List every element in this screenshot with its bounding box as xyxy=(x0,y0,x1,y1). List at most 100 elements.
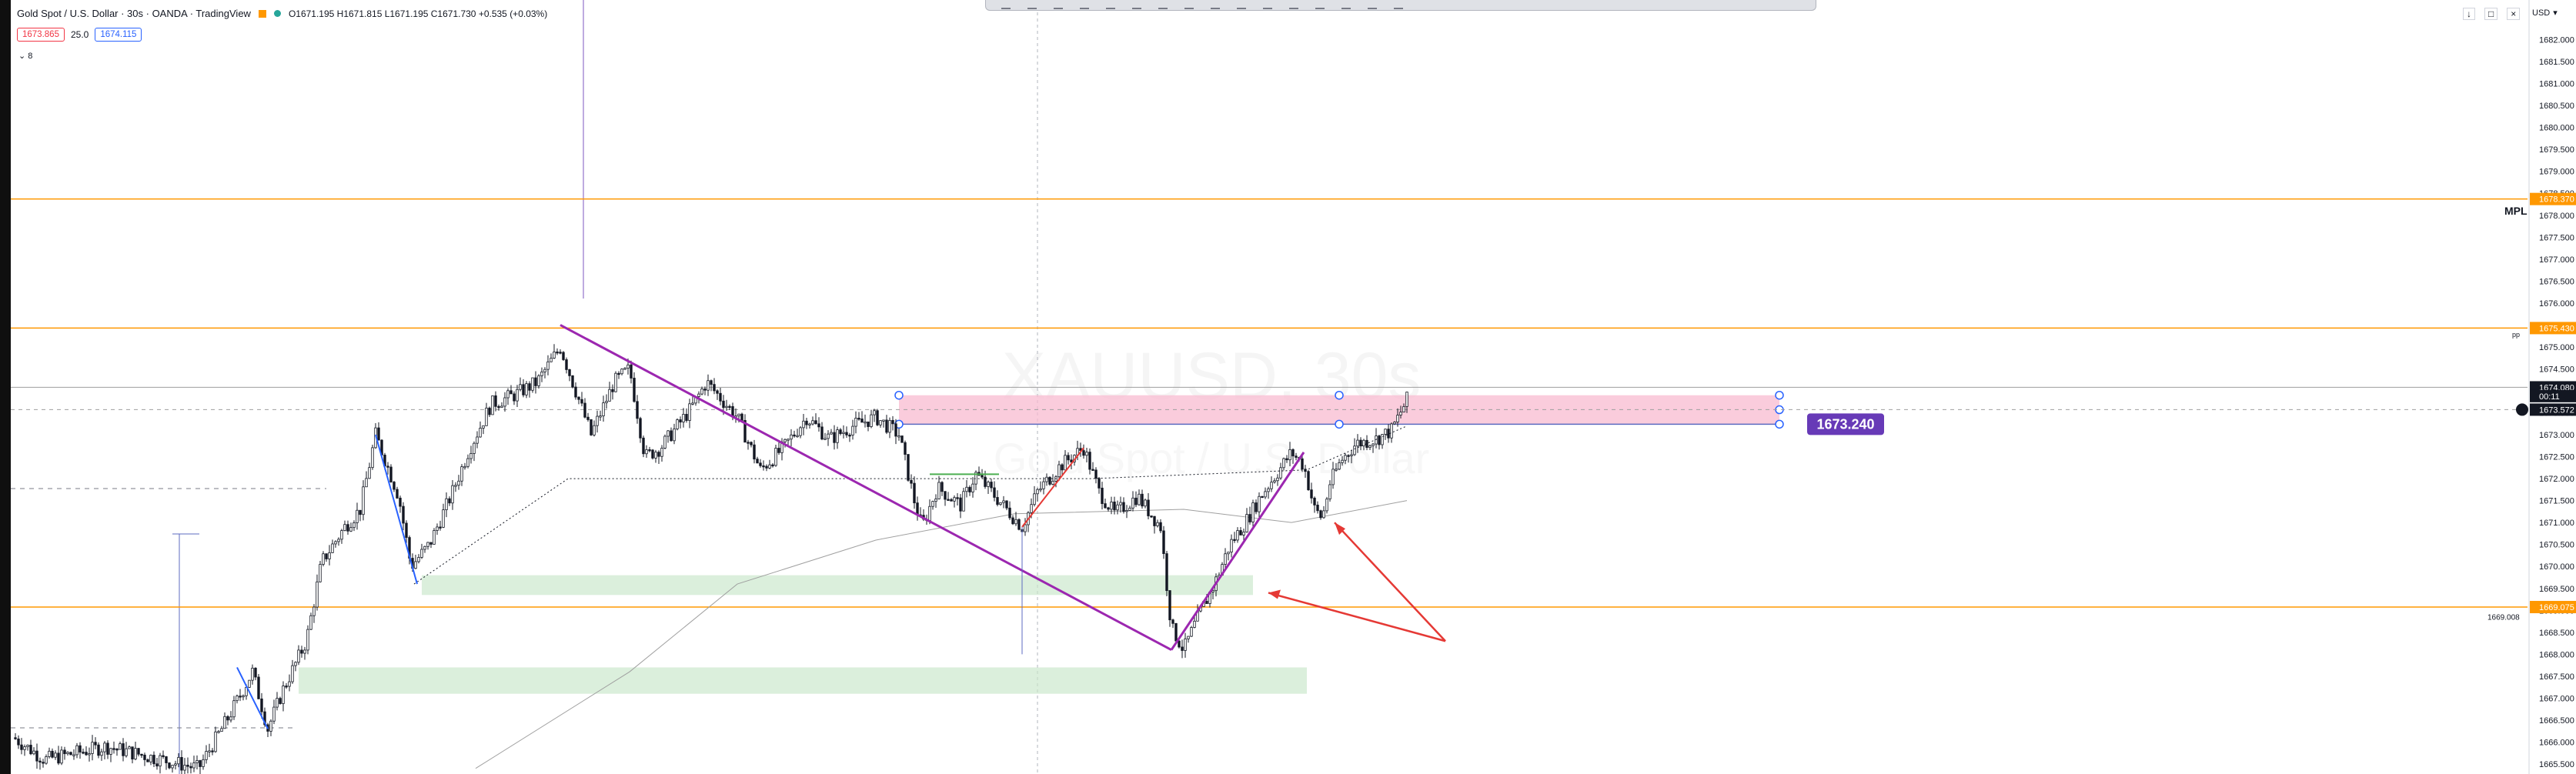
candle-body xyxy=(1205,601,1208,604)
tool-icon[interactable] xyxy=(1315,2,1325,9)
tool-icon[interactable] xyxy=(1368,2,1377,9)
demand-zone[interactable] xyxy=(422,575,1253,596)
restore-icon[interactable]: □ xyxy=(2484,8,2498,20)
pp-label: pp xyxy=(2512,331,2520,339)
candle-body xyxy=(703,389,707,391)
settings-icon[interactable] xyxy=(2516,403,2528,416)
candle-body xyxy=(519,384,522,390)
candle-body xyxy=(396,489,399,499)
candle-body xyxy=(623,368,626,370)
buy-button[interactable]: 1674.115 xyxy=(95,28,142,42)
candle-body xyxy=(473,442,476,454)
symbol-title[interactable]: Gold Spot / U.S. Dollar · 30s · OANDA · … xyxy=(17,8,251,19)
candle-body xyxy=(168,762,171,769)
zone-handle[interactable] xyxy=(1775,419,1784,429)
candle-body xyxy=(32,750,35,755)
candle-body xyxy=(97,744,100,756)
tool-icon[interactable] xyxy=(1027,2,1037,9)
candle-body xyxy=(100,751,103,756)
arrow-line[interactable] xyxy=(1268,592,1446,642)
candle-body xyxy=(1002,500,1005,503)
candle-body xyxy=(824,438,827,440)
candle-body xyxy=(528,383,531,391)
annotation-arrow[interactable] xyxy=(1268,522,1446,642)
level-value-label: 1669.008 xyxy=(2487,613,2520,622)
tool-icon[interactable] xyxy=(1237,2,1246,9)
tool-icon[interactable] xyxy=(1106,2,1115,9)
trend-line[interactable] xyxy=(1021,447,1084,528)
y-tick-label: 1681.500 xyxy=(2539,58,2574,67)
currency-selector[interactable]: USD ▾ xyxy=(2532,8,2558,18)
candle-body xyxy=(1147,499,1150,516)
candle-body xyxy=(765,465,768,469)
candle-body xyxy=(229,716,232,721)
candle-body xyxy=(1236,530,1239,541)
candle-body xyxy=(916,502,919,515)
trend-line[interactable] xyxy=(1170,452,1305,651)
candle-body xyxy=(279,698,282,704)
trend-line[interactable] xyxy=(560,324,1172,651)
candle-body xyxy=(620,369,623,375)
candle-body xyxy=(362,486,365,515)
drawing-toolbar[interactable] xyxy=(985,0,1816,11)
tool-icon[interactable] xyxy=(1054,2,1063,9)
candle-body xyxy=(309,615,312,630)
tool-icon[interactable] xyxy=(1132,2,1141,9)
arrow-down-icon[interactable]: ↓ xyxy=(2463,8,2475,20)
candle-body xyxy=(334,541,337,545)
candle-body xyxy=(1273,480,1276,483)
tool-icon[interactable] xyxy=(1001,2,1011,9)
price-axis[interactable]: 1665.500 1666.000 1666.500 1667.000 1667.500… xyxy=(2487,0,2576,774)
demand-zone[interactable] xyxy=(299,667,1307,694)
arrow-head xyxy=(1268,589,1281,599)
candle-body xyxy=(414,561,417,569)
zone-handle[interactable] xyxy=(1335,419,1344,429)
candle-body xyxy=(836,429,839,443)
candle-body xyxy=(48,750,51,757)
candle-body xyxy=(1178,640,1181,648)
candle-body xyxy=(352,522,356,529)
candle-body xyxy=(1030,504,1033,513)
close-icon[interactable]: × xyxy=(2507,8,2521,20)
zone-handle[interactable] xyxy=(894,390,904,400)
tool-icon[interactable] xyxy=(1394,2,1403,9)
candle-body xyxy=(1036,489,1039,495)
tool-icon[interactable] xyxy=(1211,2,1220,9)
y-tick-label: 1676.500 xyxy=(2539,277,2574,286)
candle-body xyxy=(1051,480,1054,485)
candle-body xyxy=(897,435,900,438)
candle-body xyxy=(1104,503,1107,509)
candle-body xyxy=(436,526,439,531)
trend-line[interactable] xyxy=(375,434,418,585)
tool-icon[interactable] xyxy=(1263,2,1272,9)
arrow-line[interactable] xyxy=(1334,522,1446,642)
candle-body xyxy=(1405,392,1408,407)
candle-body xyxy=(356,509,359,523)
zone-handle[interactable] xyxy=(1335,390,1344,400)
sell-button[interactable]: 1673.865 xyxy=(17,28,65,42)
price-label: 1675.430 xyxy=(2539,324,2574,333)
candle-body xyxy=(1088,452,1091,470)
candle-body xyxy=(793,434,796,437)
candle-body xyxy=(719,392,722,402)
y-tick-label: 1673.000 xyxy=(2539,431,2574,440)
zone-handle[interactable] xyxy=(1775,390,1784,400)
tool-icon[interactable] xyxy=(1080,2,1089,9)
trend-line[interactable] xyxy=(236,667,269,729)
tool-icon[interactable] xyxy=(1289,2,1298,9)
price-chart[interactable]: XAUUSD, 30s Gold Spot / U.S. Dollar 1673… xyxy=(11,0,2576,774)
candle-body xyxy=(657,452,660,457)
candle-body xyxy=(1082,450,1085,456)
tool-icon[interactable] xyxy=(1158,2,1168,9)
candle-body xyxy=(1375,435,1378,445)
candle-body xyxy=(740,413,743,421)
tool-icon[interactable] xyxy=(1341,2,1351,9)
candle-body xyxy=(195,760,199,763)
candle-body xyxy=(534,377,537,386)
indicators-toggle[interactable]: ⌄ 8 xyxy=(18,51,32,61)
candle-body xyxy=(316,581,319,608)
tool-icon[interactable] xyxy=(1184,2,1194,9)
candle-body xyxy=(1134,497,1138,505)
candle-body xyxy=(722,400,725,409)
trend-lines[interactable] xyxy=(236,324,1305,729)
